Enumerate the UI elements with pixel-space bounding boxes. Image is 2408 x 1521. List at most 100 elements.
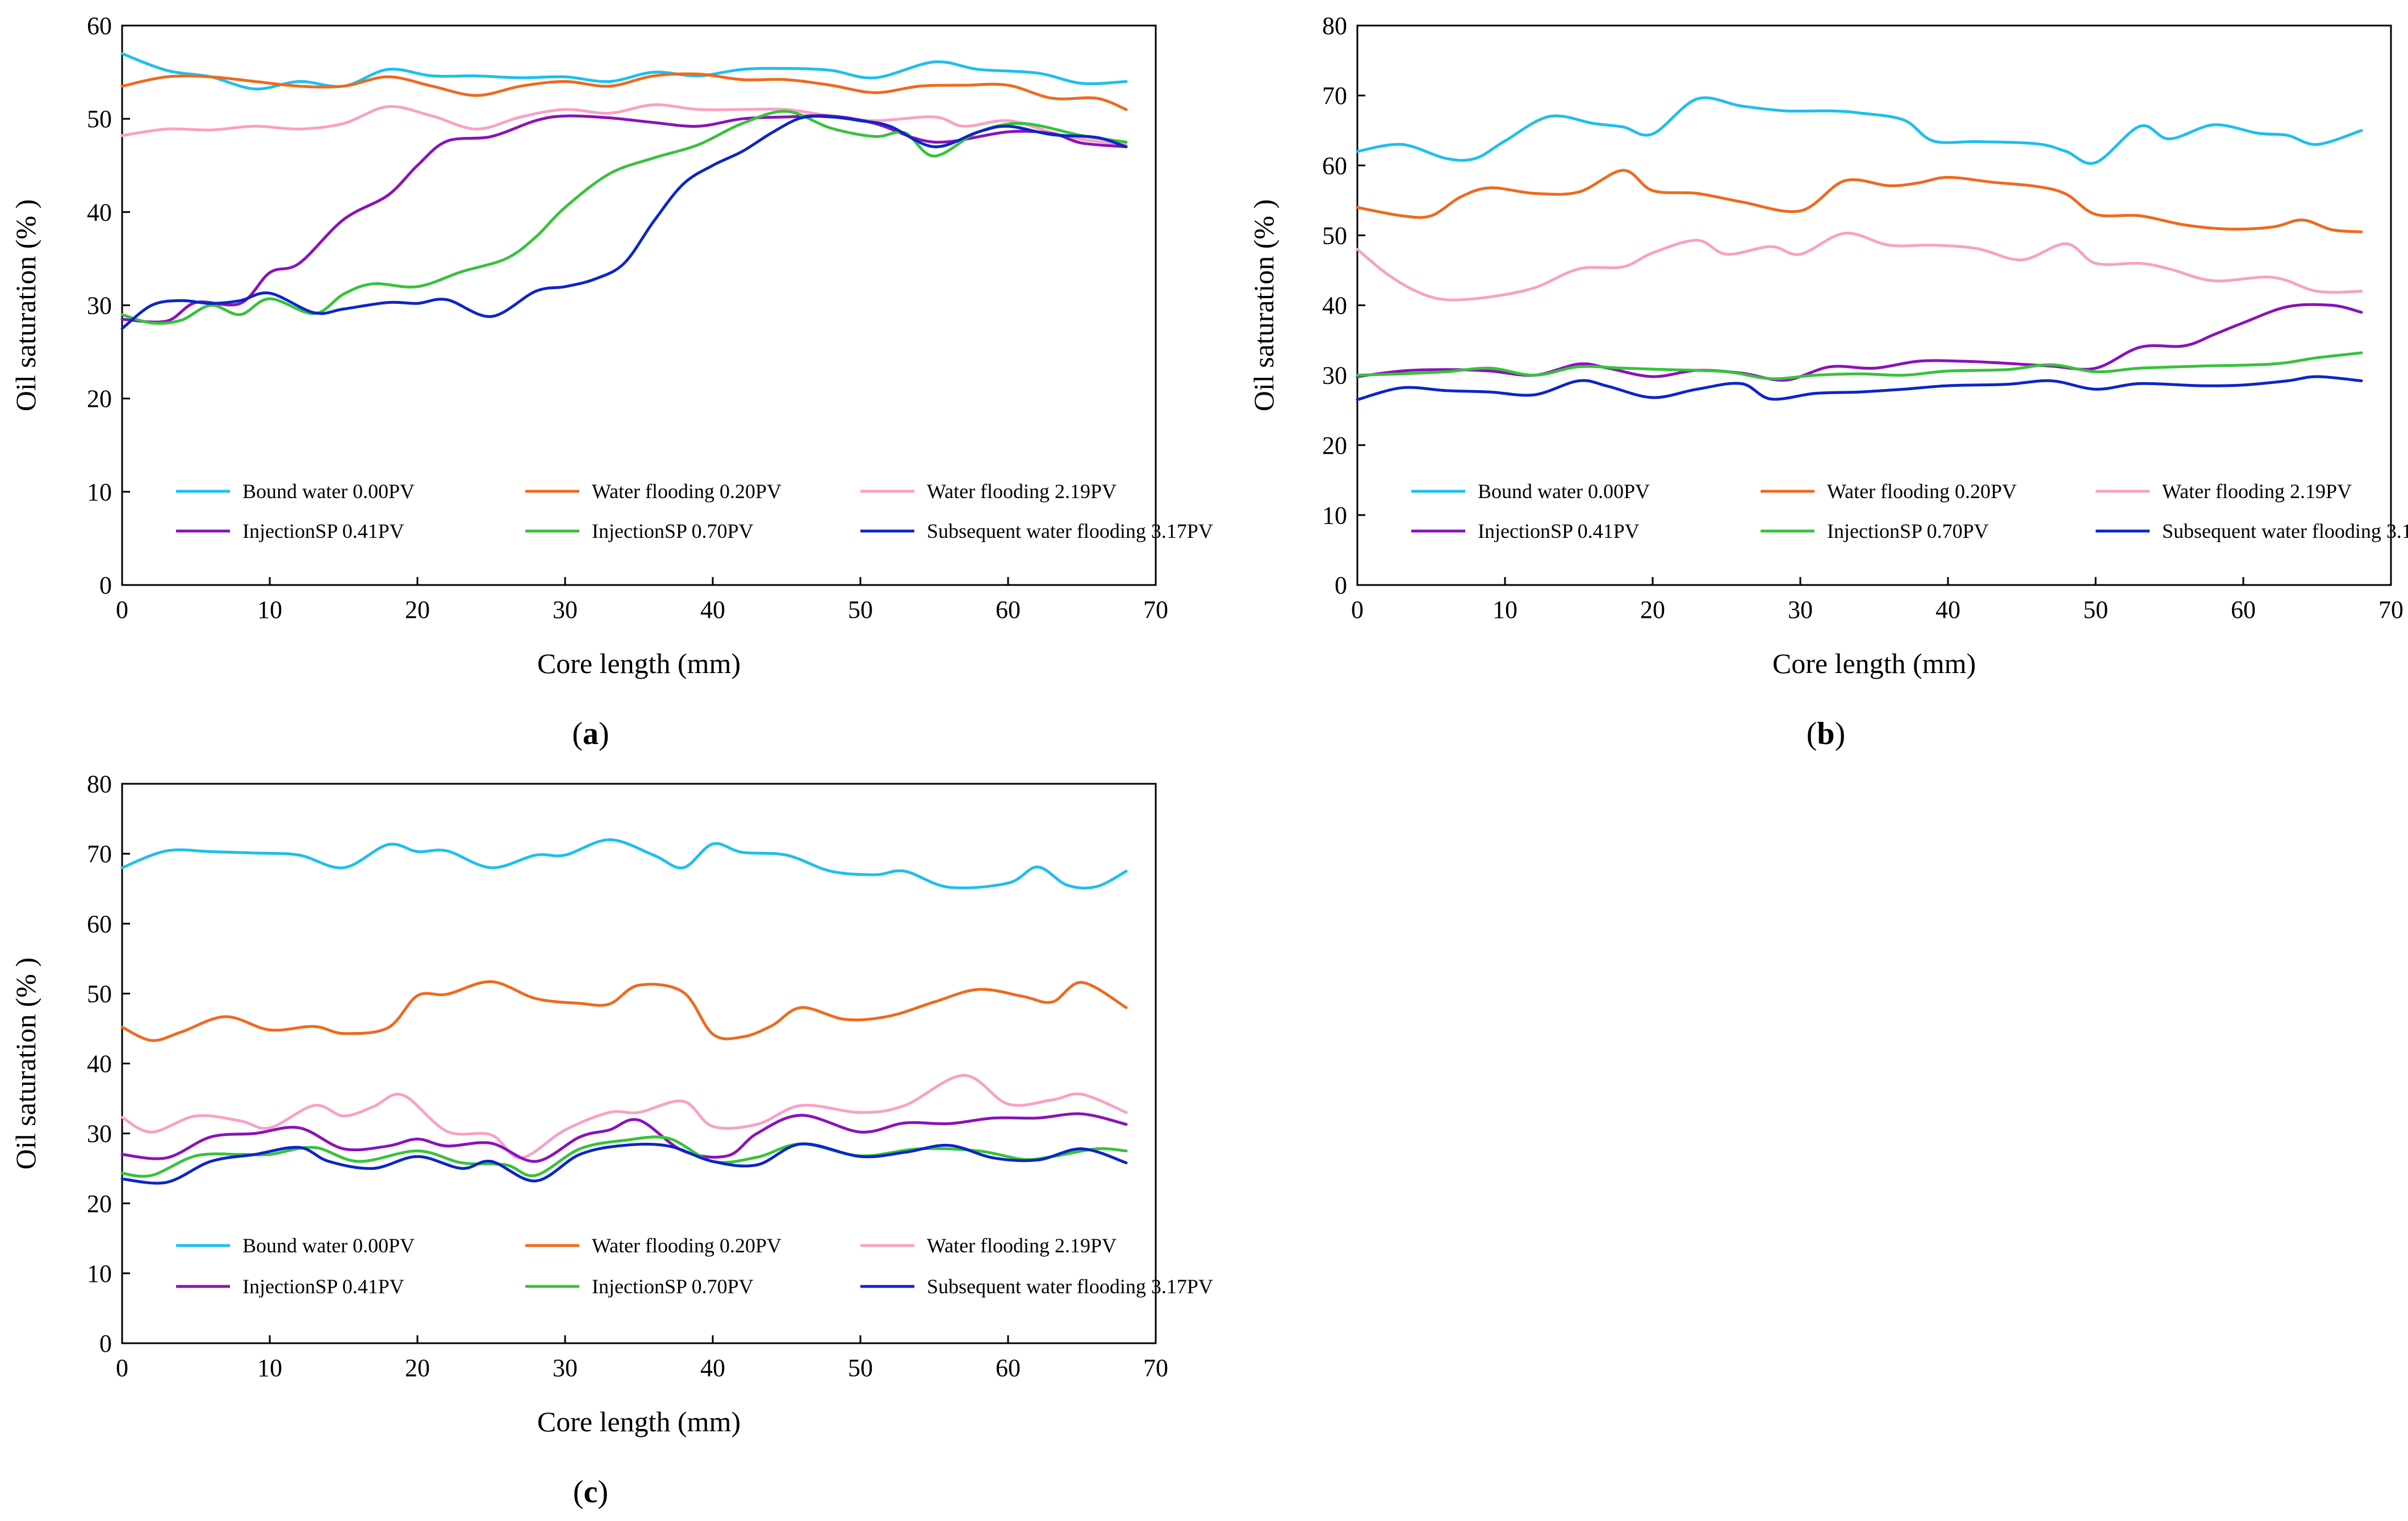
- x-tick-label: 70: [2378, 596, 2403, 624]
- series-line-injectionsp-0-70pv: [1356, 351, 2363, 381]
- series-line-water-flooding-0-20pv: [1356, 169, 2363, 233]
- x-tick-label: 70: [1143, 1354, 1168, 1382]
- legend-entry-water-flooding-2-19pv: Water flooding 2.19PV: [927, 480, 1117, 503]
- y-axis-title: Oil saturation (% ): [10, 958, 41, 1170]
- y-tick-label: 40: [87, 198, 112, 226]
- x-tick-label: 20: [405, 596, 430, 624]
- y-tick-label: 70: [1322, 82, 1347, 110]
- legend-entry-injectionsp-0-41pv: InjectionSP 0.41PV: [1478, 520, 1640, 542]
- x-tick-label: 30: [1788, 596, 1813, 624]
- series-line-subsequent-water-flooding-3-17pv: [1356, 375, 2363, 402]
- legend-entry-injectionsp-0-41pv: InjectionSP 0.41PV: [243, 520, 404, 542]
- panel-label: (a): [572, 716, 609, 751]
- y-tick-label: 40: [1322, 292, 1347, 320]
- y-tick-label: 50: [1322, 222, 1347, 249]
- y-axis-title: Oil saturation (% ): [1248, 199, 1280, 412]
- x-tick-label: 40: [1935, 596, 1960, 624]
- y-axis-title: Oil saturation (% ): [10, 199, 41, 412]
- y-tick-label: 0: [99, 1330, 112, 1357]
- legend-entry-water-flooding-0-20pv: Water flooding 0.20PV: [592, 1234, 781, 1257]
- x-tick-label: 10: [257, 596, 282, 624]
- legend-entry-injectionsp-0-41pv: InjectionSP 0.41PV: [243, 1275, 404, 1298]
- y-tick-label: 30: [87, 1120, 112, 1148]
- series-line-bound-water-0-00pv: [1356, 96, 2363, 165]
- y-tick-label: 10: [87, 1260, 112, 1288]
- x-tick-label: 40: [700, 1354, 725, 1382]
- y-tick-label: 80: [87, 770, 112, 798]
- series-line-subsequent-water-flooding-3-17pv: [120, 1142, 1128, 1185]
- legend-entry-injectionsp-0-70pv: InjectionSP 0.70PV: [592, 1275, 754, 1298]
- y-tick-label: 50: [87, 105, 112, 133]
- series-line-water-flooding-0-20pv: [120, 72, 1128, 111]
- y-tick-label: 60: [87, 12, 112, 40]
- panel-letter: a: [583, 716, 599, 751]
- chart-panel-a: 0 10 20 30 40 50 60 70 0 10 20 30 40 50 60 Core length …: [10, 12, 1213, 751]
- series-line-water-flooding-2-19pv: [1356, 232, 2363, 302]
- series-line-injectionsp-0-41pv: [120, 114, 1128, 324]
- x-tick-label: 20: [1640, 596, 1665, 624]
- y-tick-label: 80: [1322, 12, 1347, 40]
- y-tick-label: 0: [99, 571, 112, 599]
- legend-entry-subsequent-water-flooding-3-17pv: Subsequent water flooding 3.17PV: [927, 520, 1213, 542]
- panel-letter: c: [584, 1474, 598, 1510]
- chart-panel-c: 0 10 20 30 40 50 60 70 0 10 20 30 40 50 60 70 80 Core len…: [10, 770, 1213, 1510]
- y-tick-label: 10: [87, 478, 112, 506]
- y-tick-label: 60: [87, 910, 112, 938]
- legend-entry-bound-water-0-00pv: Bound water 0.00PV: [243, 480, 415, 503]
- x-tick-label: 30: [553, 1354, 578, 1382]
- y-tick-label: 20: [87, 1190, 112, 1218]
- series-line-water-flooding-0-20pv: [120, 980, 1128, 1042]
- y-tick-label: 20: [87, 385, 112, 413]
- x-tick-label: 0: [116, 1354, 128, 1382]
- series-line-injectionsp-0-70pv: [120, 1135, 1128, 1178]
- series-line-injectionsp-0-41pv: [120, 1112, 1128, 1163]
- y-tick-label: 30: [1322, 362, 1347, 390]
- x-tick-label: 50: [848, 1354, 873, 1382]
- y-tick-label: 40: [87, 1050, 112, 1078]
- y-tick-label: 60: [1322, 152, 1347, 179]
- series-line-injectionsp-0-70pv: [120, 110, 1128, 325]
- x-tick-label: 20: [405, 1354, 430, 1382]
- x-tick-label: 60: [996, 596, 1021, 624]
- x-tick-label: 60: [996, 1354, 1021, 1382]
- y-tick-label: 30: [87, 292, 112, 320]
- legend-entry-subsequent-water-flooding-3-17pv: Subsequent water flooding 3.17PV: [927, 1275, 1213, 1298]
- plot-frame: [121, 783, 1157, 1344]
- y-tick-label: 10: [1322, 502, 1347, 529]
- legend-entry-injectionsp-0-70pv: InjectionSP 0.70PV: [1827, 520, 1989, 542]
- x-tick-label: 50: [2083, 596, 2108, 624]
- chart-panel-b: 0 10 20 30 40 50 60 70 0 10 20 30 40 50 60 70 80 Core len…: [1248, 12, 2408, 751]
- legend-entry-water-flooding-2-19pv: Water flooding 2.19PV: [927, 1234, 1117, 1257]
- panel-label: (c): [573, 1474, 608, 1510]
- legend-entry-water-flooding-2-19pv: Water flooding 2.19PV: [2162, 480, 2352, 503]
- x-axis-title: Core length (mm): [537, 647, 741, 679]
- panel-label: (b): [1807, 716, 1845, 751]
- x-axis-title: Core length (mm): [537, 1406, 741, 1438]
- x-tick-label: 40: [700, 596, 725, 624]
- legend-entry-water-flooding-0-20pv: Water flooding 0.20PV: [1827, 480, 2017, 503]
- x-tick-label: 10: [1493, 596, 1517, 624]
- y-tick-label: 50: [87, 980, 112, 1008]
- legend-entry-bound-water-0-00pv: Bound water 0.00PV: [243, 1234, 415, 1257]
- series-line-water-flooding-2-19pv: [120, 103, 1128, 147]
- panel-letter: b: [1817, 716, 1834, 751]
- x-tick-label: 50: [848, 596, 873, 624]
- y-tick-label: 0: [1335, 571, 1347, 599]
- series-line-injectionsp-0-41pv: [1356, 303, 2363, 382]
- x-tick-label: 0: [1351, 596, 1364, 624]
- y-tick-label: 20: [1322, 432, 1347, 459]
- x-tick-label: 30: [553, 596, 578, 624]
- legend-entry-injectionsp-0-70pv: InjectionSP 0.70PV: [592, 520, 754, 542]
- x-tick-label: 60: [2231, 596, 2256, 624]
- legend-entry-water-flooding-0-20pv: Water flooding 0.20PV: [592, 480, 781, 503]
- x-tick-label: 70: [1143, 596, 1168, 624]
- x-axis-title: Core length (mm): [1772, 647, 1976, 679]
- x-tick-label: 10: [257, 1354, 282, 1382]
- series-line-subsequent-water-flooding-3-17pv: [120, 115, 1128, 330]
- legend-entry-subsequent-water-flooding-3-17pv: Subsequent water flooding 3.17PV: [2162, 520, 2408, 542]
- x-tick-label: 0: [116, 596, 128, 624]
- series-line-water-flooding-2-19pv: [120, 1073, 1128, 1160]
- series-line-bound-water-0-00pv: [120, 838, 1128, 890]
- y-tick-label: 70: [87, 840, 112, 868]
